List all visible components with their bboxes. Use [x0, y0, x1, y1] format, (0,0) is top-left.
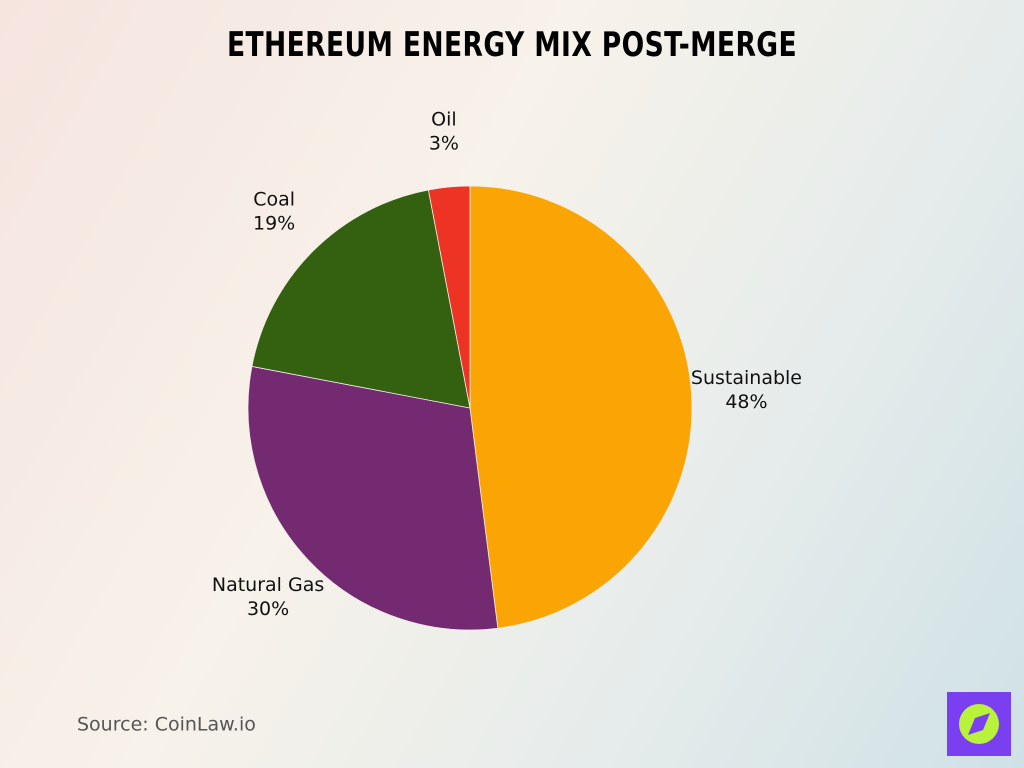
pie-slice [427, 185, 471, 409]
slice-label: Natural Gas [212, 574, 324, 596]
logo [947, 692, 1011, 756]
logo-needle [968, 713, 990, 735]
slice-value-label: 48% [725, 391, 767, 413]
slice-label: Sustainable [691, 367, 802, 389]
chart-title: Ethereum Energy Mix Post-Merge [227, 25, 797, 65]
slice-value-label: 19% [253, 213, 295, 235]
pie-slice [247, 365, 499, 631]
slice-value-label: 3% [429, 133, 459, 155]
pie-slice [251, 189, 471, 409]
slice-label: Coal [253, 189, 295, 211]
slice-label: Oil [431, 109, 457, 131]
slice-value-label: 30% [247, 598, 289, 620]
source: Source: CoinLaw.io [77, 714, 256, 736]
pie-slice [469, 185, 693, 629]
